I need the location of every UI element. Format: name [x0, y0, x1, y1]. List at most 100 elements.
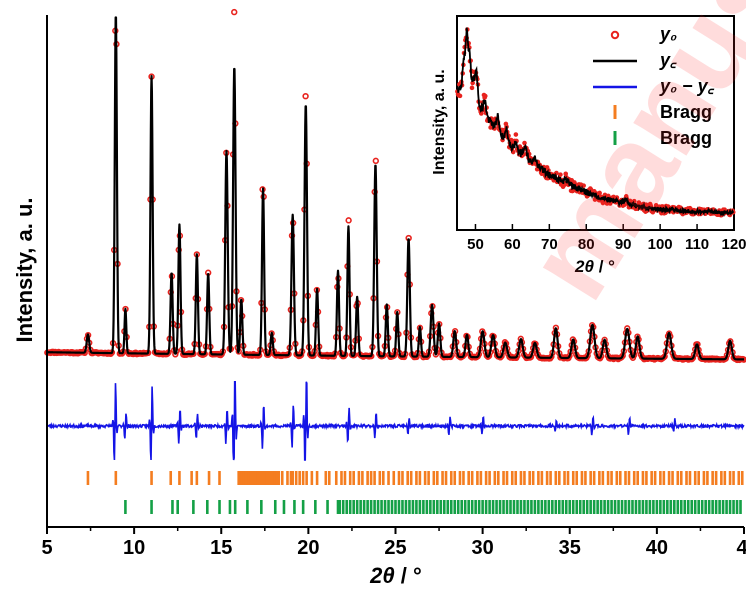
bragg-tick: [267, 471, 270, 485]
bragg-tick: [258, 471, 261, 485]
bragg-tick: [444, 471, 448, 485]
bragg-tick: [728, 500, 732, 514]
bragg-tick: [659, 500, 662, 514]
bragg-tick: [247, 471, 251, 485]
bragg-tick: [244, 471, 247, 485]
bragg-tick: [470, 500, 474, 514]
bragg-tick: [305, 471, 308, 485]
bragg-tick: [301, 500, 305, 514]
bragg-tick: [237, 471, 240, 485]
bragg-tick: [366, 500, 369, 514]
legend-label-difference: y₀ − y꜀: [659, 76, 715, 96]
bragg-tick: [669, 500, 673, 514]
bragg-tick: [634, 500, 638, 514]
bragg-tick: [575, 471, 579, 485]
bragg-tick: [554, 500, 558, 514]
bragg-tick: [387, 471, 390, 485]
inset-observed-point: [469, 85, 475, 91]
bragg-tick: [228, 500, 232, 514]
bragg-tick: [404, 500, 408, 514]
inset-x-axis-title-var: 2θ: [574, 257, 594, 276]
bragg-tick: [627, 471, 631, 485]
bragg-tick: [446, 500, 450, 514]
bragg-tick: [432, 471, 436, 485]
bragg-tick: [340, 471, 343, 485]
bragg-tick: [582, 500, 585, 514]
bragg-tick: [294, 471, 298, 485]
bragg-tick: [688, 471, 692, 485]
x-tick-label: 10: [123, 537, 145, 559]
bragg-tick: [558, 471, 561, 485]
bragg-tick: [563, 471, 566, 485]
bragg-tick: [415, 471, 418, 485]
bragg-tick: [481, 500, 484, 514]
bragg-tick: [254, 471, 258, 485]
bragg-tick: [171, 500, 174, 514]
bragg-tick: [650, 471, 653, 485]
bragg-tick: [599, 500, 603, 514]
bragg-tick: [580, 471, 584, 485]
bragg-tick: [584, 471, 587, 485]
bragg-tick: [510, 471, 514, 485]
bragg-tick: [406, 471, 409, 485]
bragg-tick: [390, 500, 394, 514]
legend-label-bragg-1: Bragg: [660, 102, 712, 122]
bragg-tick: [86, 471, 90, 485]
bragg-tick: [531, 471, 535, 485]
bragg-tick: [533, 500, 537, 514]
bragg-tick: [704, 500, 707, 514]
bragg-tick: [702, 471, 706, 485]
observed-point: [231, 8, 238, 16]
bragg-tick: [655, 500, 659, 514]
bragg-tick: [598, 471, 601, 485]
bragg-tick: [338, 500, 342, 514]
bragg-tick: [641, 500, 645, 514]
bragg-tick: [519, 471, 523, 485]
bragg-tick: [314, 500, 317, 514]
bragg-tick: [549, 471, 552, 485]
bragg-tick: [293, 500, 296, 514]
inset-x-axis-title-unit: °: [608, 257, 615, 276]
bragg-tick: [516, 500, 519, 514]
bragg-tick: [603, 500, 606, 514]
bragg-tick: [714, 500, 718, 514]
inset-x-tick-label: 70: [541, 236, 558, 253]
bragg-tick: [382, 471, 385, 485]
bragg-tick: [648, 500, 652, 514]
bragg-tick: [596, 500, 599, 514]
bragg-tick: [458, 471, 462, 485]
bragg-tick: [618, 471, 622, 485]
bragg-tick: [652, 500, 655, 514]
x-tick-label: 35: [559, 537, 581, 559]
x-tick-label: 25: [384, 537, 406, 559]
bragg-tick: [394, 500, 397, 514]
bragg-tick: [256, 471, 260, 485]
bragg-tick: [310, 471, 314, 485]
bragg-tick: [246, 500, 249, 514]
legend-label-observed: y₀: [659, 24, 677, 44]
bragg-tick: [432, 500, 436, 514]
bragg-tick: [624, 500, 627, 514]
x-axis-title: 2θ / °: [369, 563, 422, 588]
bragg-tick: [653, 471, 657, 485]
bragg-tick: [571, 471, 575, 485]
bragg-tick: [676, 471, 680, 485]
bragg-tick: [631, 500, 634, 514]
bragg-tick: [645, 500, 648, 514]
bragg-tick: [206, 500, 209, 514]
inset-observed-point: [581, 183, 586, 188]
bragg-tick: [641, 471, 645, 485]
bragg-tick: [467, 471, 470, 485]
bragg-tick: [732, 500, 735, 514]
bragg-tick: [484, 500, 488, 514]
bragg-tick: [725, 500, 728, 514]
inset-x-tick-label: 100: [648, 236, 673, 253]
bragg-tick: [289, 471, 293, 485]
bragg-tick: [737, 471, 741, 485]
bragg-tick: [558, 500, 561, 514]
bragg-tick: [502, 500, 505, 514]
bragg-tick: [439, 500, 443, 514]
bragg-tick: [315, 471, 319, 485]
bragg-tick: [551, 500, 554, 514]
bragg-tick: [260, 471, 263, 485]
